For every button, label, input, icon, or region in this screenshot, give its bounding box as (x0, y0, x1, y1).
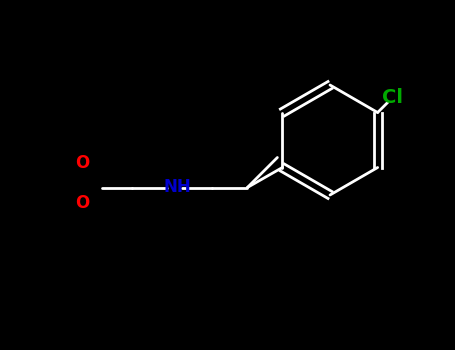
Text: O: O (75, 154, 90, 172)
Text: Cl: Cl (382, 88, 403, 107)
Text: O: O (75, 194, 90, 211)
Text: NH: NH (163, 178, 191, 196)
